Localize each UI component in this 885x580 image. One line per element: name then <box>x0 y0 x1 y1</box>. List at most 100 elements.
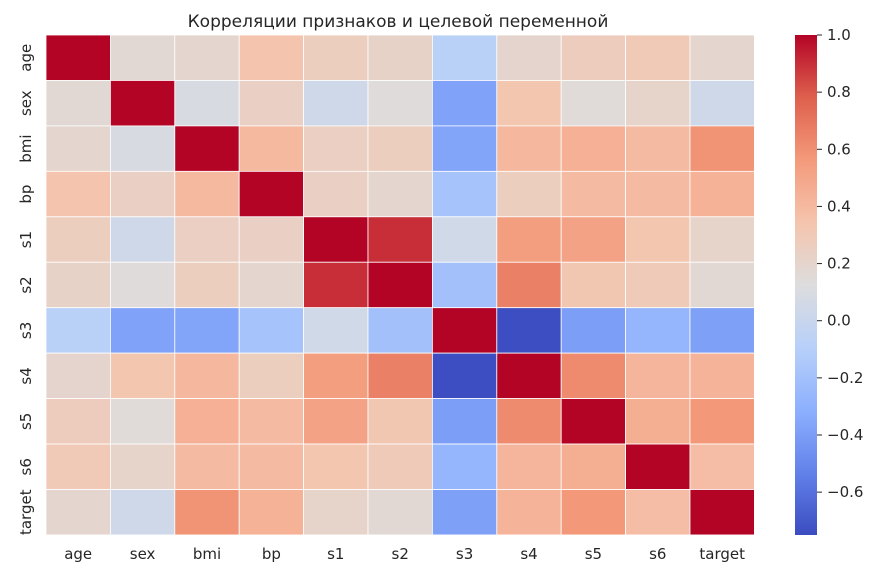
heatmap-cell-s3-s1 <box>303 307 369 354</box>
heatmap-cell-target-bp <box>238 489 304 536</box>
heatmap-cell-s2-age <box>45 261 111 309</box>
heatmap-cell-bp-age <box>45 170 111 218</box>
heatmap-cell-s2-s3 <box>431 261 498 309</box>
heatmap-cell-s3-s2 <box>367 307 433 354</box>
heatmap-cell-target-s1 <box>303 489 369 536</box>
heatmap-cell-bp-s2 <box>367 170 433 218</box>
x-tick-label-bmi: bmi <box>193 545 221 563</box>
colorbar-tick-label: 0.6 <box>827 140 851 158</box>
colorbar-tick-label: −0.6 <box>827 483 863 501</box>
x-tick-label-s2: s2 <box>392 545 409 563</box>
heatmap-cell-bmi-s6 <box>625 125 691 172</box>
x-tick-label-sex: sex <box>130 545 156 563</box>
heatmap-cell-age-s3 <box>431 34 498 81</box>
heatmap-cell-s1-s2 <box>367 216 433 263</box>
heatmap-cell-bmi-target <box>689 125 755 172</box>
heatmap-cell-s3-sex <box>110 307 176 354</box>
heatmap-cell-bp-s4 <box>496 170 562 218</box>
heatmap-cell-s2-s4 <box>496 261 562 309</box>
heatmap-cell-s5-s3 <box>431 398 498 445</box>
heatmap-cell-s6-target <box>689 443 755 490</box>
heatmap-cell-target-s5 <box>560 489 627 536</box>
y-tick-label-s2: s2 <box>17 276 35 293</box>
heatmap-cell-target-s6 <box>625 489 691 536</box>
heatmap-cell-s3-age <box>45 307 111 354</box>
y-tick-label-s4: s4 <box>17 367 35 384</box>
colorbar-tick-label: 1.0 <box>827 26 851 44</box>
heatmap-cell-bmi-bmi <box>174 125 240 172</box>
heatmap-cell-bmi-s5 <box>560 125 627 172</box>
heatmap-cell-sex-age <box>45 80 111 127</box>
heatmap-cell-s5-bmi <box>174 398 240 445</box>
heatmap-cell-sex-s6 <box>625 80 691 127</box>
heatmap-cell-target-s2 <box>367 489 433 536</box>
heatmap-cell-s4-s5 <box>560 352 627 399</box>
heatmap-cell-bmi-s1 <box>303 125 369 172</box>
heatmap-cell-target-age <box>45 489 111 536</box>
heatmap-cell-s1-s4 <box>496 216 562 263</box>
heatmap-cell-s5-s2 <box>367 398 433 445</box>
heatmap-cell-s6-s4 <box>496 443 562 490</box>
heatmap-cell-sex-s5 <box>560 80 627 127</box>
heatmap-cell-sex-bmi <box>174 80 240 127</box>
heatmap-cell-bmi-sex <box>110 125 176 172</box>
heatmap-cell-s6-bmi <box>174 443 240 490</box>
colorbar-tick-label: 0.0 <box>827 312 851 330</box>
heatmap-cell-s4-s3 <box>431 352 498 399</box>
colorbar-tick-label: 0.2 <box>827 255 851 273</box>
y-tick-label-target: target <box>17 489 35 535</box>
heatmap-cell-sex-target <box>689 80 755 127</box>
heatmap-cell-s2-s6 <box>625 261 691 309</box>
heatmap-cell-s3-s6 <box>625 307 691 354</box>
colorbar-tick-label: −0.4 <box>827 426 863 444</box>
heatmap-cell-target-bmi <box>174 489 240 536</box>
heatmap-cell-s5-bp <box>238 398 304 445</box>
heatmap-cell-s4-age <box>45 352 111 399</box>
heatmap-cell-s2-s1 <box>303 261 369 309</box>
heatmap-cell-s2-s5 <box>560 261 627 309</box>
heatmap-cell-bmi-age <box>45 125 111 172</box>
x-tick-label-bp: bp <box>262 545 281 563</box>
heatmap-cell-bp-s5 <box>560 170 627 218</box>
y-tick-label-s5: s5 <box>17 413 35 430</box>
heatmap-cell-s4-s4 <box>496 352 562 399</box>
heatmap-cell-s2-sex <box>110 261 176 309</box>
y-tick-label-bmi: bmi <box>17 134 35 162</box>
heatmap-cell-s6-s6 <box>625 443 691 490</box>
heatmap-cell-sex-bp <box>238 80 304 127</box>
heatmap-cell-s3-bp <box>238 307 304 354</box>
heatmap-cell-s4-bmi <box>174 352 240 399</box>
heatmap-cell-sex-sex <box>110 80 176 127</box>
heatmap-cell-sex-s4 <box>496 80 562 127</box>
heatmap-cell-bmi-bp <box>238 125 304 172</box>
heatmap-cell-s2-target <box>689 261 755 309</box>
heatmap-cell-bp-target <box>689 170 755 218</box>
heatmap-cell-s4-s6 <box>625 352 691 399</box>
y-tick-label-age: age <box>17 44 35 72</box>
heatmap-cell-age-bp <box>238 34 304 81</box>
heatmap-cell-s1-sex <box>110 216 176 263</box>
y-tick-label-s3: s3 <box>17 322 35 339</box>
colorbar-tick-label: −0.2 <box>827 369 863 387</box>
heatmap-cell-s1-bp <box>238 216 304 263</box>
heatmap-cell-s1-bmi <box>174 216 240 263</box>
heatmap-cell-s4-bp <box>238 352 304 399</box>
heatmap-cell-s4-s1 <box>303 352 369 399</box>
heatmap-cell-s1-s1 <box>303 216 369 263</box>
heatmap-cells <box>45 34 755 536</box>
x-tick-label-s5: s5 <box>585 545 602 563</box>
heatmap-cell-age-sex <box>110 34 176 81</box>
heatmap-cell-s5-age <box>45 398 111 445</box>
heatmap-cell-s6-s2 <box>367 443 433 490</box>
heatmap-cell-bp-s3 <box>431 170 498 218</box>
heatmap-cell-s5-sex <box>110 398 176 445</box>
colorbar-tick-label: 0.4 <box>827 197 851 215</box>
heatmap-cell-bp-sex <box>110 170 176 218</box>
heatmap-cell-target-s3 <box>431 489 498 536</box>
colorbar-tick-label: 0.8 <box>827 83 851 101</box>
colorbar <box>795 35 817 535</box>
heatmap-cell-s1-s5 <box>560 216 627 263</box>
heatmap-cell-s1-s3 <box>431 216 498 263</box>
heatmap-cell-sex-s1 <box>303 80 369 127</box>
heatmap-cell-s4-sex <box>110 352 176 399</box>
